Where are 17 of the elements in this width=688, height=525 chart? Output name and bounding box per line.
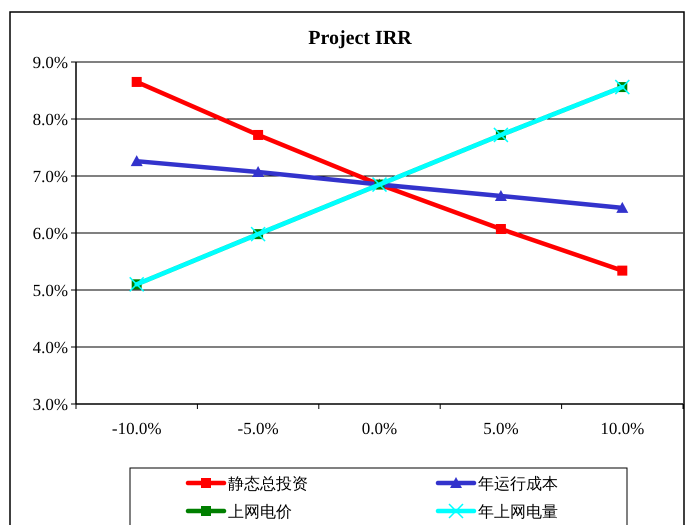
legend-label: 年运行成本 <box>478 475 558 493</box>
legend-label: 上网电价 <box>228 503 292 521</box>
x-tick-label: -10.0% <box>112 419 162 438</box>
y-tick-label: 9.0% <box>32 53 68 72</box>
x-tick-label: 5.0% <box>483 419 519 438</box>
legend-label: 年上网电量 <box>478 503 558 521</box>
x-tick-label: 0.0% <box>362 419 398 438</box>
y-tick-label: 5.0% <box>32 281 68 300</box>
y-tick-label: 7.0% <box>32 167 68 186</box>
chart-title: Project IRR <box>308 27 412 49</box>
x-tick-label: -5.0% <box>238 419 279 438</box>
y-tick-label: 8.0% <box>32 110 68 129</box>
legend-label: 静态总投资 <box>228 475 308 493</box>
y-tick-label: 3.0% <box>32 395 68 414</box>
y-tick-label: 6.0% <box>32 224 68 243</box>
x-tick-label: 10.0% <box>600 419 644 438</box>
y-tick-label: 4.0% <box>32 338 68 357</box>
